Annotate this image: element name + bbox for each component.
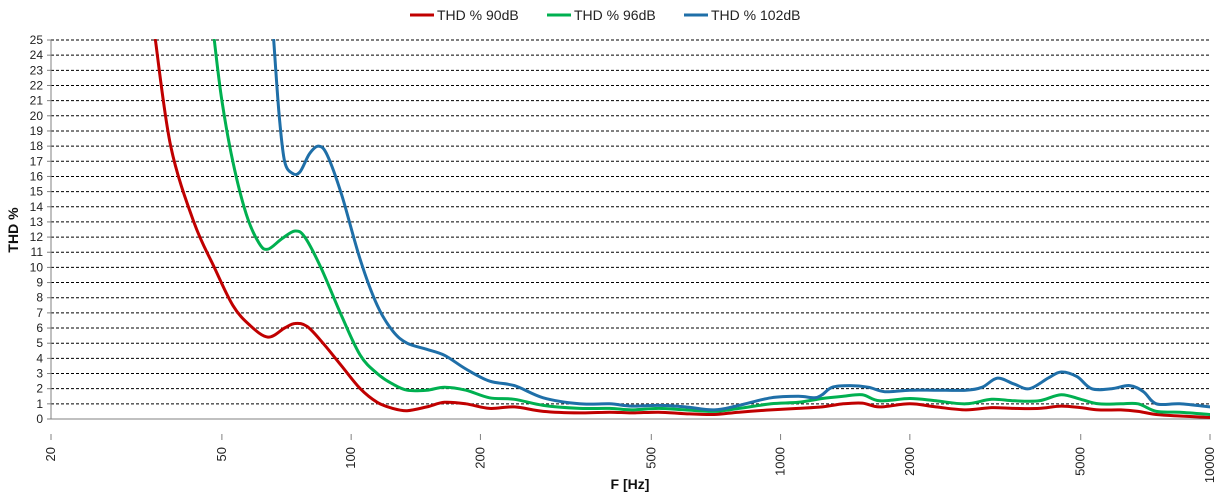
y-tick-label: 5 xyxy=(36,336,43,350)
y-tick-label: 16 xyxy=(30,169,44,183)
y-tick-label: 14 xyxy=(30,200,44,214)
y-tick-label: 0 xyxy=(36,412,43,426)
y-tick-label: 25 xyxy=(30,33,44,47)
y-tick-label: 21 xyxy=(30,94,44,108)
x-tick-label: 5000 xyxy=(1073,447,1088,476)
y-tick-label: 19 xyxy=(30,124,44,138)
y-tick-label: 1 xyxy=(36,397,43,411)
y-tick-label: 4 xyxy=(36,351,43,365)
y-tick-label: 11 xyxy=(31,245,44,259)
y-axis-ticks: 0123456789101112131415161718192021222324… xyxy=(30,33,51,426)
y-tick-label: 6 xyxy=(36,321,43,335)
y-tick-label: 2 xyxy=(36,382,43,396)
y-tick-label: 22 xyxy=(30,78,44,92)
x-tick-label: 2000 xyxy=(902,447,917,476)
y-tick-label: 7 xyxy=(36,306,43,320)
legend-label: THD % 96dB xyxy=(574,7,656,23)
x-axis-ticks: 20 50 100 200 500 1000 2000 5000 10000 xyxy=(43,434,1217,483)
y-tick-label: 15 xyxy=(30,185,44,199)
y-tick-label: 13 xyxy=(30,215,44,229)
x-tick-label: 500 xyxy=(643,447,658,469)
legend: THD % 90dB THD % 96dB THD % 102dB xyxy=(410,7,800,23)
y-tick-label: 23 xyxy=(30,63,44,77)
grid xyxy=(51,39,1210,405)
y-tick-label: 9 xyxy=(36,276,43,290)
y-tick-label: 10 xyxy=(30,260,44,274)
series-layer xyxy=(153,39,1210,419)
x-tick-label: 1000 xyxy=(773,447,788,476)
series-line-3 xyxy=(272,39,1210,412)
x-tick-label: 50 xyxy=(214,447,229,461)
legend-label: THD % 102dB xyxy=(711,7,800,23)
legend-label: THD % 90dB xyxy=(437,7,519,23)
y-tick-label: 24 xyxy=(30,48,44,62)
series-line-2 xyxy=(212,39,1210,416)
x-axis-title: F [Hz] xyxy=(611,476,650,492)
x-tick-label: 200 xyxy=(472,447,487,469)
series-line-1 xyxy=(153,39,1210,419)
x-tick-label: 20 xyxy=(43,447,58,461)
y-tick-label: 3 xyxy=(36,367,43,381)
y-tick-label: 12 xyxy=(30,230,44,244)
x-tick-label: 100 xyxy=(343,447,358,469)
y-tick-label: 8 xyxy=(36,291,43,305)
x-tick-label: 10000 xyxy=(1202,447,1217,483)
y-tick-label: 17 xyxy=(30,154,44,168)
y-tick-label: 20 xyxy=(30,109,44,123)
y-axis-title: THD % xyxy=(5,207,21,253)
axes xyxy=(50,40,1210,420)
y-tick-label: 18 xyxy=(30,139,44,153)
